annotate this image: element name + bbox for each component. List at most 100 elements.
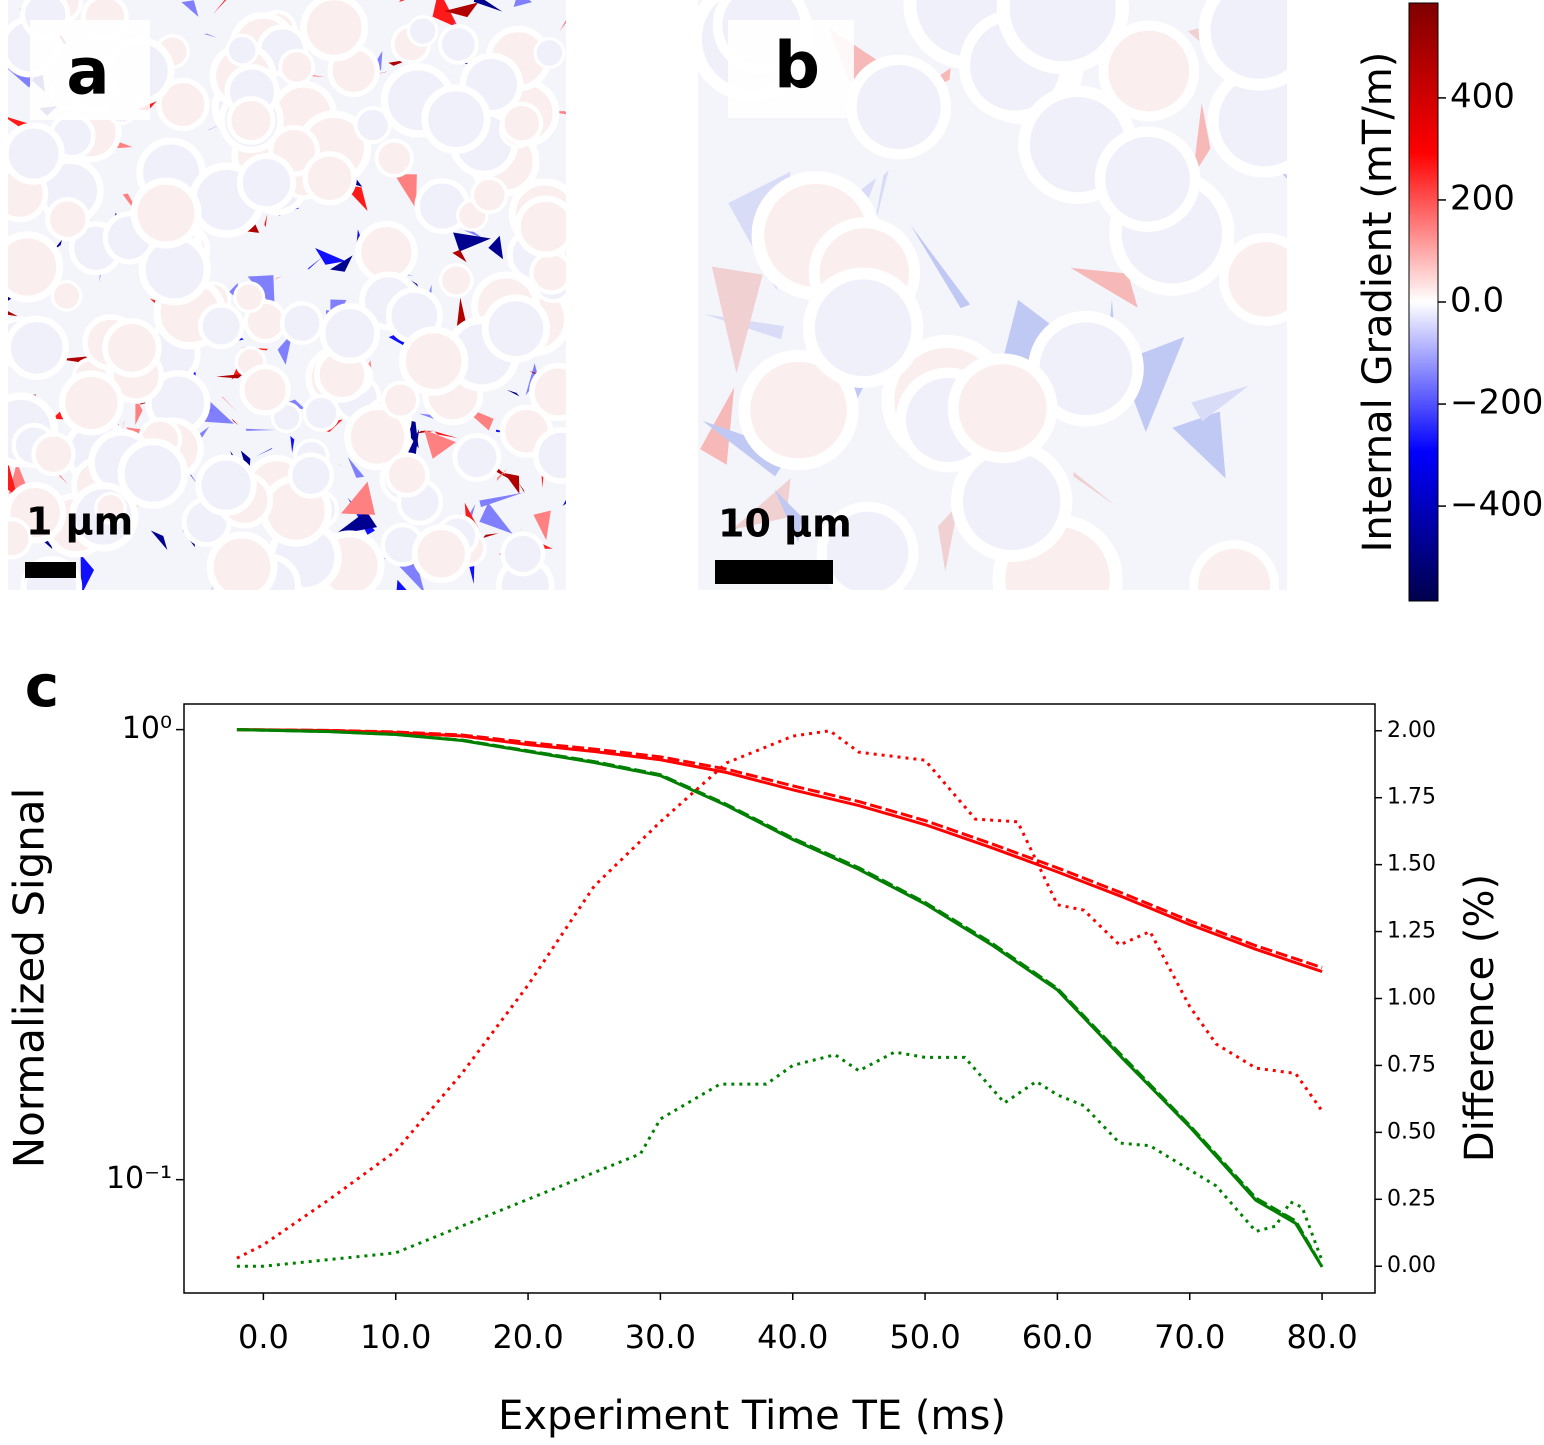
field-blob: [434, 431, 458, 439]
pore-ring: [500, 531, 546, 577]
plot-area: [236, 728, 1324, 1268]
scale-label: 10 µm: [718, 502, 852, 546]
y2-tick-label: 2.00: [1387, 718, 1436, 743]
pore-ring: [8, 231, 64, 303]
pore-ring: [278, 48, 316, 86]
pore-ring: [533, 427, 566, 484]
pore-ring: [846, 54, 952, 160]
x-tick-label: 70.0: [1154, 1318, 1225, 1356]
colorbar-tick-label: −200: [1450, 383, 1543, 423]
pore-ring: [8, 122, 65, 185]
field-blob: [453, 232, 491, 252]
pore-ring: [481, 294, 551, 363]
panel-label: a: [66, 36, 109, 110]
series-line: [236, 728, 1323, 973]
pore-ring: [58, 370, 124, 436]
pore-ring: [738, 349, 859, 471]
field-blob: [910, 224, 971, 309]
field-blob: [1070, 267, 1138, 308]
x-tick-label: 0.0: [238, 1318, 289, 1356]
field-blob: [245, 428, 276, 431]
field-blob: [277, 332, 293, 365]
x-tick-label: 80.0: [1286, 1318, 1357, 1356]
pore-ring: [353, 106, 392, 144]
pore-ring: [300, 0, 369, 62]
panel-label: b: [774, 30, 820, 104]
y-tick-label: 10⁰: [122, 711, 172, 746]
x-tick-label: 20.0: [492, 1318, 563, 1356]
field-blob: [1147, 592, 1182, 606]
pore-ring: [1098, 20, 1200, 122]
field-blob: [774, 489, 802, 542]
pore-ring: [50, 280, 83, 312]
field-blob: [1073, 471, 1116, 506]
field-blob: [315, 247, 346, 265]
pore-ring: [198, 302, 245, 350]
pore-ring: [452, 433, 502, 482]
field-blob: [1172, 411, 1226, 479]
pore-ring: [1189, 540, 1279, 590]
pore-ring: [45, 197, 90, 242]
pore-ring: [319, 303, 381, 364]
field-blob: [394, 174, 417, 209]
label-box: [30, 20, 150, 120]
field-blob: [336, 463, 342, 467]
field-blob: [506, 389, 520, 397]
pore-ring: [529, 250, 566, 295]
x-tick-label: 30.0: [625, 1318, 696, 1356]
x-tick-label: 40.0: [757, 1318, 828, 1356]
field-blob: [231, 418, 239, 426]
pore-ring: [1094, 126, 1201, 232]
pore-ring: [302, 151, 357, 206]
field-blob: [432, 0, 459, 29]
scale-bar: [25, 562, 76, 578]
field-blob: [1192, 103, 1211, 177]
field-blob: [938, 504, 959, 572]
pore-ring: [802, 267, 924, 389]
field-blob: [452, 249, 467, 263]
pore-ring: [233, 281, 266, 314]
scale-label: 1 µm: [26, 500, 133, 544]
field-blob: [424, 429, 456, 459]
colorbar-tick-label: −400: [1450, 485, 1543, 525]
field-blob: [274, 275, 283, 280]
pore-ring: [102, 318, 162, 378]
field-blob: [444, 2, 479, 18]
field-blob: [479, 492, 523, 508]
field-blob: [135, 397, 143, 425]
y2-tick-label: 1.25: [1387, 919, 1436, 944]
pore-ring: [94, 491, 127, 525]
field-blob: [221, 396, 238, 414]
panel-label: c: [25, 652, 59, 720]
x-axis-label: Experiment Time TE (ms): [498, 1393, 1006, 1439]
pore-ring: [947, 353, 1058, 464]
y2-tick-label: 1.00: [1387, 986, 1436, 1011]
field-blob: [1191, 385, 1249, 422]
field-blob: [518, 482, 525, 494]
field-blob: [872, 170, 889, 234]
field-blob: [464, 230, 485, 240]
colorbar-label: Internal Gradient (mT/m): [1355, 52, 1401, 553]
pore-ring: [1219, 232, 1287, 326]
pore-ring: [236, 153, 297, 213]
colorbar-tick-label: 0.0: [1450, 281, 1504, 321]
y2-tick-label: 0.25: [1387, 1186, 1436, 1211]
pore-ring: [31, 432, 76, 477]
x-tick-label: 60.0: [1022, 1318, 1093, 1356]
series-line: [236, 728, 1323, 969]
y2-tick-label: 1.50: [1387, 852, 1436, 877]
field-blob: [8, 311, 18, 317]
pore-ring: [279, 301, 324, 346]
field-blob: [150, 530, 168, 550]
field-blob: [213, 0, 227, 15]
field-blob: [479, 502, 513, 534]
pore-ring: [529, 362, 566, 421]
field-blob: [504, 473, 520, 494]
field-blob: [264, 214, 268, 228]
field-blob: [513, 0, 533, 7]
pore-ring: [130, 177, 202, 249]
pore-ring: [1198, 0, 1287, 91]
colorbar-tick-label: 400: [1450, 76, 1515, 116]
series-line: [236, 728, 1324, 1268]
field-blob: [711, 266, 763, 374]
